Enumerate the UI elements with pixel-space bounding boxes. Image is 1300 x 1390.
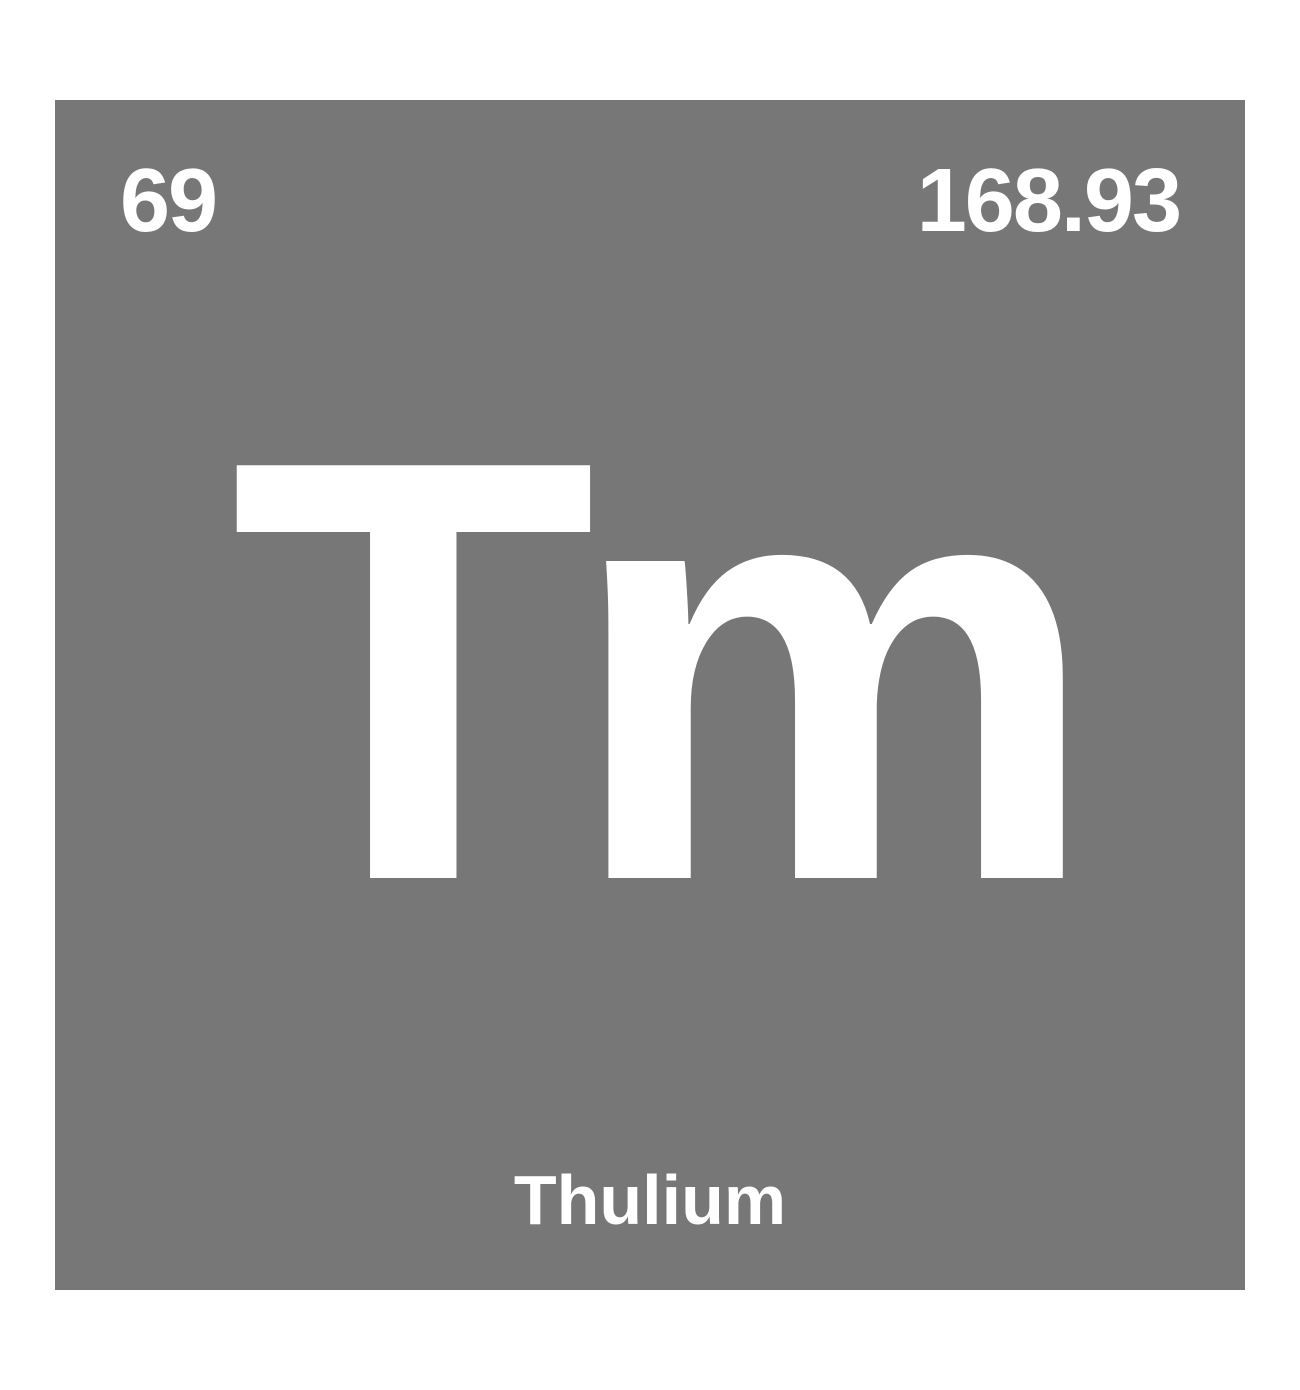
atomic-number: 69 [120,150,216,253]
element-symbol: Tm [230,371,1070,971]
element-name: Thulium [514,1160,786,1240]
atomic-mass: 168.93 [917,150,1180,253]
periodic-element-tile: 69 168.93 Tm Thulium [55,100,1245,1290]
